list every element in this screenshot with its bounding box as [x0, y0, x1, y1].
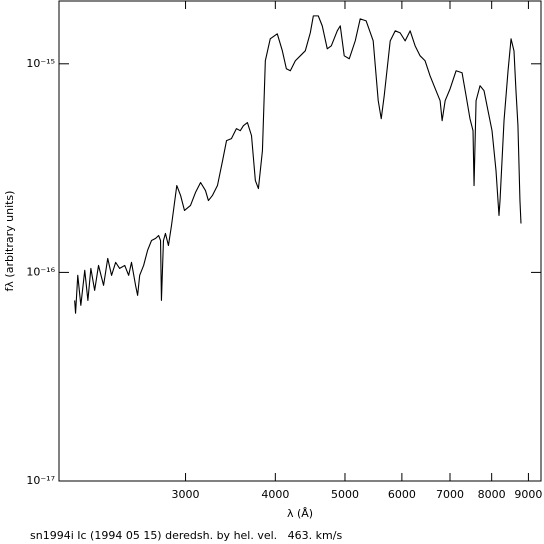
y-axis-label: fλ (arbitrary units): [3, 191, 16, 292]
caption: sn1994i Ic (1994 05 15) deredsh. by hel.…: [30, 529, 342, 542]
y-tick-label: 10⁻¹⁵: [26, 57, 55, 70]
y-tick-label: 10⁻¹⁷: [26, 474, 55, 487]
x-tick-label: 4000: [261, 488, 289, 501]
x-tick-label: 6000: [388, 488, 416, 501]
x-tick-label: 5000: [331, 488, 359, 501]
y-tick-label: 10⁻¹⁶: [26, 265, 55, 278]
x-tick-label: 3000: [172, 488, 200, 501]
x-tick-label: 7000: [436, 488, 464, 501]
x-tick-label: 8000: [478, 488, 506, 501]
plot-frame: [58, 0, 542, 482]
spectrum-line: [74, 15, 522, 314]
x-tick-label: 9000: [514, 488, 542, 501]
x-axis-label: λ (Å): [287, 507, 313, 520]
